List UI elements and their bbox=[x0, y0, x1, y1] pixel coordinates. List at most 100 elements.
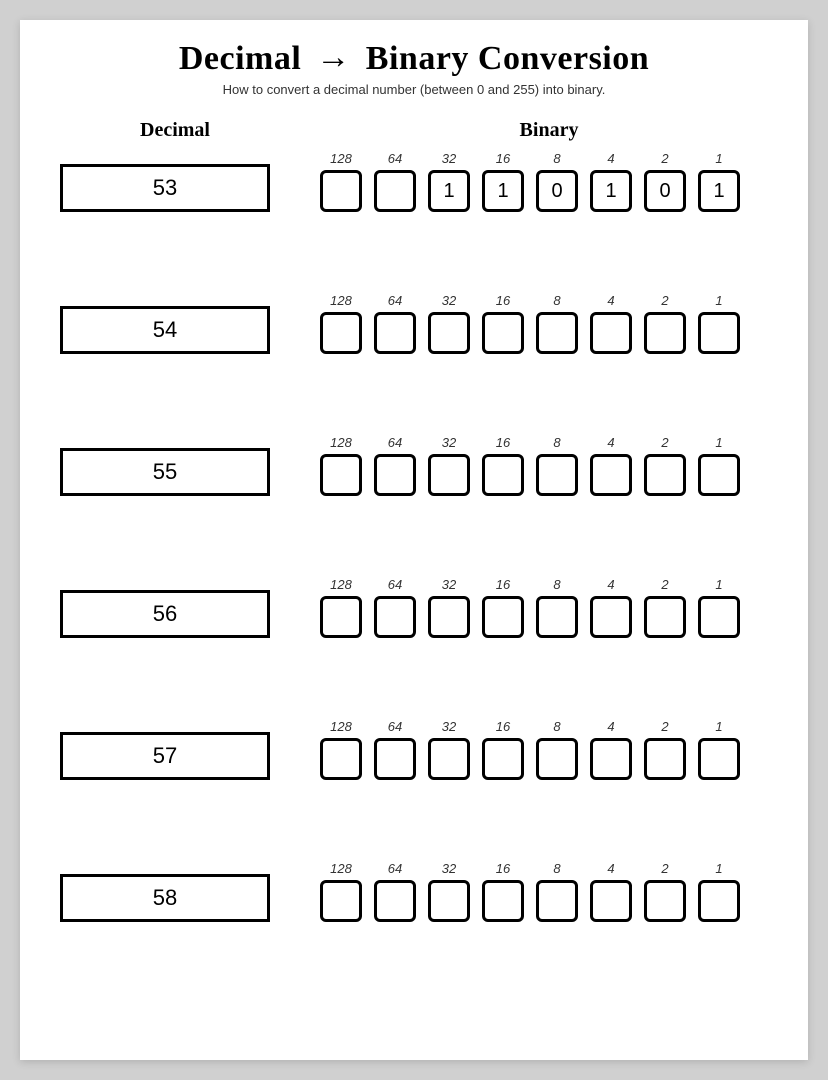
bit-box[interactable] bbox=[320, 312, 362, 354]
bit-column: 64 bbox=[374, 719, 416, 780]
bit-box[interactable] bbox=[428, 738, 470, 780]
bit-label: 16 bbox=[496, 861, 510, 877]
decimal-box[interactable]: 58 bbox=[60, 874, 270, 922]
bit-label: 4 bbox=[607, 293, 614, 309]
bit-box[interactable] bbox=[536, 454, 578, 496]
bit-box[interactable] bbox=[320, 454, 362, 496]
bit-column: 4 bbox=[590, 719, 632, 780]
bit-column: 8 bbox=[536, 435, 578, 496]
bit-label: 64 bbox=[388, 151, 402, 167]
bit-box[interactable] bbox=[590, 738, 632, 780]
bit-box[interactable] bbox=[428, 596, 470, 638]
bit-box[interactable] bbox=[698, 880, 740, 922]
bits-group: 1286432168421 bbox=[320, 435, 740, 496]
bit-box[interactable] bbox=[644, 880, 686, 922]
bit-box[interactable] bbox=[644, 738, 686, 780]
bit-box[interactable]: 1 bbox=[698, 170, 740, 212]
bit-label: 2 bbox=[661, 577, 668, 593]
bit-column: 32 bbox=[428, 719, 470, 780]
bit-box[interactable]: 0 bbox=[644, 170, 686, 212]
decimal-header: Decimal bbox=[60, 119, 290, 142]
bit-box[interactable] bbox=[536, 596, 578, 638]
bit-label: 4 bbox=[607, 151, 614, 167]
bit-column: 8 bbox=[536, 293, 578, 354]
bit-label: 2 bbox=[661, 861, 668, 877]
bit-box[interactable] bbox=[482, 738, 524, 780]
bit-label: 64 bbox=[388, 577, 402, 593]
bit-box[interactable] bbox=[374, 880, 416, 922]
bit-column: 4 bbox=[590, 435, 632, 496]
bit-box[interactable] bbox=[698, 312, 740, 354]
decimal-box[interactable]: 53 bbox=[60, 164, 270, 212]
conversion-row: 551286432168421 bbox=[60, 432, 768, 496]
bit-box[interactable] bbox=[536, 738, 578, 780]
bit-box[interactable] bbox=[698, 596, 740, 638]
bit-box[interactable] bbox=[374, 170, 416, 212]
decimal-box[interactable]: 57 bbox=[60, 732, 270, 780]
bit-label: 32 bbox=[442, 861, 456, 877]
bit-box[interactable] bbox=[374, 312, 416, 354]
bit-box[interactable] bbox=[482, 596, 524, 638]
decimal-box[interactable]: 56 bbox=[60, 590, 270, 638]
bit-column: 161 bbox=[482, 151, 524, 212]
bit-box[interactable] bbox=[374, 738, 416, 780]
worksheet-page: Decimal → Binary Conversion How to conve… bbox=[20, 20, 808, 1060]
bit-box[interactable] bbox=[698, 454, 740, 496]
bit-box[interactable] bbox=[482, 454, 524, 496]
bit-box[interactable] bbox=[644, 312, 686, 354]
bit-box[interactable]: 1 bbox=[428, 170, 470, 212]
bit-box[interactable]: 1 bbox=[590, 170, 632, 212]
bit-label: 16 bbox=[496, 293, 510, 309]
column-headers: Decimal Binary bbox=[60, 119, 768, 142]
bit-label: 8 bbox=[553, 293, 560, 309]
bit-box[interactable] bbox=[374, 596, 416, 638]
bit-column: 4 bbox=[590, 577, 632, 638]
bit-column: 8 bbox=[536, 861, 578, 922]
bit-label: 16 bbox=[496, 435, 510, 451]
bit-box[interactable]: 0 bbox=[536, 170, 578, 212]
bit-column: 32 bbox=[428, 435, 470, 496]
bit-box[interactable]: 1 bbox=[482, 170, 524, 212]
bit-label: 32 bbox=[442, 151, 456, 167]
bit-column: 8 bbox=[536, 719, 578, 780]
bit-label: 4 bbox=[607, 435, 614, 451]
bit-label: 32 bbox=[442, 435, 456, 451]
bit-box[interactable] bbox=[482, 880, 524, 922]
bit-box[interactable] bbox=[590, 454, 632, 496]
bit-box[interactable] bbox=[374, 454, 416, 496]
bit-column: 4 bbox=[590, 293, 632, 354]
bit-box[interactable] bbox=[320, 880, 362, 922]
bit-label: 4 bbox=[607, 719, 614, 735]
bit-box[interactable] bbox=[428, 880, 470, 922]
bit-box[interactable] bbox=[644, 454, 686, 496]
bit-label: 128 bbox=[330, 719, 352, 735]
binary-header: Binary bbox=[290, 119, 768, 142]
bit-column: 4 bbox=[590, 861, 632, 922]
conversion-row: 531286432116180412011 bbox=[60, 148, 768, 212]
decimal-box[interactable]: 55 bbox=[60, 448, 270, 496]
bit-box[interactable] bbox=[320, 596, 362, 638]
bit-box[interactable] bbox=[590, 596, 632, 638]
conversion-row: 571286432168421 bbox=[60, 716, 768, 780]
bit-column: 128 bbox=[320, 151, 362, 212]
bit-column: 80 bbox=[536, 151, 578, 212]
bit-box[interactable] bbox=[482, 312, 524, 354]
bit-box[interactable] bbox=[644, 596, 686, 638]
bit-box[interactable] bbox=[590, 312, 632, 354]
bit-box[interactable] bbox=[536, 312, 578, 354]
bit-column: 41 bbox=[590, 151, 632, 212]
bit-label: 16 bbox=[496, 719, 510, 735]
bit-box[interactable] bbox=[698, 738, 740, 780]
bit-box[interactable] bbox=[428, 454, 470, 496]
bit-column: 2 bbox=[644, 435, 686, 496]
bits-group: 1286432116180412011 bbox=[320, 151, 740, 212]
bit-label: 64 bbox=[388, 293, 402, 309]
bit-box[interactable] bbox=[320, 738, 362, 780]
decimal-box[interactable]: 54 bbox=[60, 306, 270, 354]
bit-box[interactable] bbox=[590, 880, 632, 922]
bit-box[interactable] bbox=[536, 880, 578, 922]
bit-box[interactable] bbox=[320, 170, 362, 212]
bit-column: 2 bbox=[644, 719, 686, 780]
bit-box[interactable] bbox=[428, 312, 470, 354]
bits-group: 1286432168421 bbox=[320, 719, 740, 780]
